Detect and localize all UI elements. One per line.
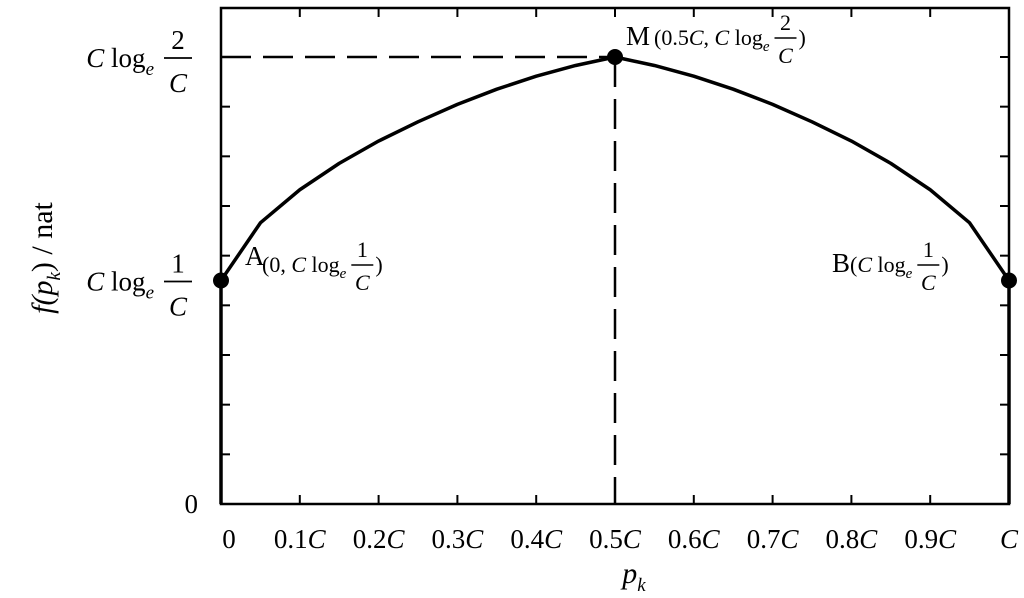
point-label-a-base: e bbox=[340, 266, 347, 282]
y-tick-label-top-denom: C bbox=[169, 68, 188, 98]
x-tick-label-unit: C bbox=[465, 524, 484, 554]
point-label-a-numer: 1 bbox=[357, 237, 368, 262]
x-tick-label: 0.7C bbox=[747, 524, 800, 554]
x-tick-label-number: 0.9 bbox=[904, 524, 938, 554]
x-tick-label-unit: C bbox=[386, 524, 405, 554]
y-axis-label-suffix: ) / nat bbox=[26, 201, 59, 272]
x-tick-label-number: 0.7 bbox=[747, 524, 781, 554]
point-label-m-denom: C bbox=[778, 43, 793, 68]
point-label-b-numer: 1 bbox=[923, 237, 934, 262]
point-label-m-c: C bbox=[715, 25, 730, 50]
x-tick-labels: 0 0.1C 0.2C 0.3C 0.4C 0.5C 0.6C 0.7C 0.8C 0.9C C bbox=[222, 524, 1019, 554]
reference-lines bbox=[221, 55, 617, 504]
point-label-a-name: A bbox=[245, 241, 265, 271]
y-tick-label-zero: 0 bbox=[185, 489, 199, 519]
x-tick-label-number: 0.5 bbox=[589, 524, 623, 554]
y-tick-label-mid-denom: C bbox=[169, 292, 188, 322]
point-label-a-coord: (0, C loge bbox=[262, 252, 347, 282]
x-tick-label: 0.6C bbox=[668, 524, 721, 554]
point-marker-a bbox=[213, 272, 229, 289]
x-tick-label-number: 0.4 bbox=[510, 524, 544, 554]
point-label-b-close: ) bbox=[941, 252, 948, 277]
point-label-a-c: C bbox=[291, 252, 306, 277]
point-label-m-log: log bbox=[729, 25, 763, 50]
x-tick-label-unit: C bbox=[938, 524, 957, 554]
x-tick-label-number: 0 bbox=[222, 524, 236, 554]
point-label-m-name: M bbox=[626, 21, 650, 51]
point-label-b-log: log bbox=[872, 252, 906, 277]
x-tick-label-number: 0.1 bbox=[274, 524, 308, 554]
point-label-b-base: e bbox=[906, 266, 913, 282]
point-label-m-comma: , bbox=[704, 25, 715, 50]
point-label-m-base: e bbox=[763, 39, 770, 55]
point-marker-b bbox=[1001, 272, 1017, 289]
x-tick-label: C bbox=[1000, 524, 1019, 554]
x-axis-label: pk bbox=[620, 557, 646, 596]
x-tick-label: 0 bbox=[222, 524, 236, 554]
y-tick-label-mid-log: log bbox=[104, 267, 145, 297]
point-label-a-log: log bbox=[306, 252, 340, 277]
marked-points bbox=[213, 49, 1017, 289]
point-label-b-prefix: ( bbox=[850, 252, 857, 277]
x-tick-label: 0.2C bbox=[353, 524, 406, 554]
x-tick-label-number: 0.6 bbox=[668, 524, 702, 554]
x-tick-label: 0.3C bbox=[432, 524, 485, 554]
y-tick-label-top-base: e bbox=[146, 59, 154, 80]
x-tick-label-unit: C bbox=[623, 524, 642, 554]
point-label-m-coord: (0.5C, C loge bbox=[654, 25, 770, 55]
x-tick-label-unit: C bbox=[859, 524, 878, 554]
y-tick-label-mid-main: C loge bbox=[86, 267, 154, 304]
point-label-m-close: ) bbox=[799, 25, 806, 50]
y-axis-label-sub: k bbox=[44, 272, 65, 281]
x-tick-label-number: 0.3 bbox=[432, 524, 466, 554]
x-tick-label-number: 0.8 bbox=[826, 524, 860, 554]
point-label-b-coord: B(C loge bbox=[832, 248, 913, 282]
x-tick-label: 0.5C bbox=[589, 524, 642, 554]
x-tick-label: 0.1C bbox=[274, 524, 327, 554]
y-axis-label-prefix: f(p bbox=[26, 281, 59, 314]
x-tick-label-unit: C bbox=[702, 524, 721, 554]
point-label-b-name: B bbox=[832, 248, 850, 278]
x-tick-label-unit: C bbox=[544, 524, 563, 554]
x-axis-label-sub: k bbox=[637, 575, 646, 596]
point-label-a-denom: C bbox=[355, 270, 370, 295]
x-tick-label-unit: C bbox=[1000, 524, 1019, 554]
x-tick-label: 0.4C bbox=[510, 524, 563, 554]
y-tick-label-top-numer: 2 bbox=[171, 25, 185, 55]
point-label-m-numer: 2 bbox=[780, 10, 791, 35]
x-tick-label: 0.9C bbox=[904, 524, 957, 554]
point-label-b-c: C bbox=[857, 252, 872, 277]
y-tick-label-top-main: C loge bbox=[86, 43, 154, 80]
point-label-a-prefix: (0, bbox=[262, 252, 291, 277]
y-tick-label-mid-c: C bbox=[86, 267, 105, 297]
point-marker-m bbox=[607, 49, 623, 65]
point-label-a-close: ) bbox=[375, 252, 382, 277]
point-label-m-c1: C bbox=[689, 25, 704, 50]
y-tick-label-mid-base: e bbox=[146, 283, 154, 304]
point-label-b-denom: C bbox=[921, 270, 936, 295]
x-tick-label-unit: C bbox=[780, 524, 799, 554]
x-tick-label: 0.8C bbox=[826, 524, 879, 554]
x-tick-label-unit: C bbox=[308, 524, 327, 554]
y-axis-label: f(pk) / nat bbox=[26, 201, 65, 313]
y-tick-label-top-c: C bbox=[86, 43, 105, 73]
x-axis-label-main: p bbox=[620, 557, 637, 590]
y-tick-label-top-log: log bbox=[104, 43, 145, 73]
point-label-m-prefix: (0.5 bbox=[654, 25, 689, 50]
x-tick-label-number: 0.2 bbox=[353, 524, 387, 554]
y-tick-label-mid-numer: 1 bbox=[171, 249, 185, 279]
